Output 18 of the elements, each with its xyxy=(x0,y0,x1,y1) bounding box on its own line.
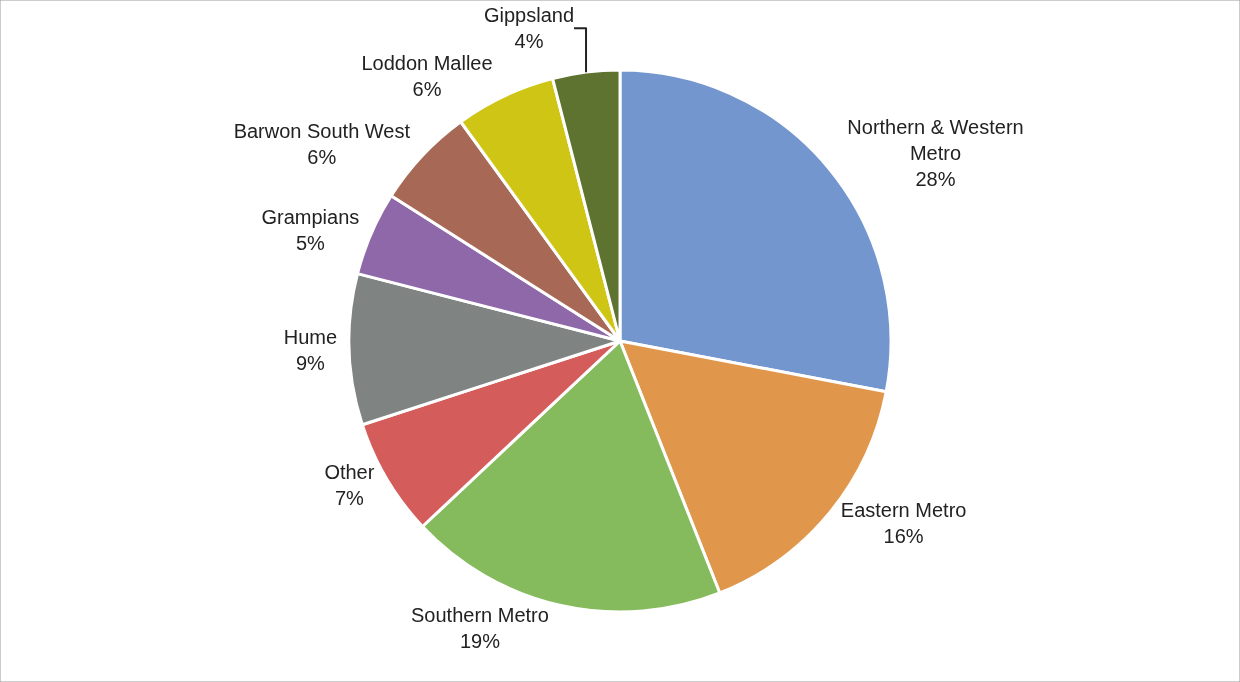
data-label: 19% xyxy=(459,630,501,653)
data-label: 28% xyxy=(915,168,956,191)
data-label: 4% xyxy=(514,30,544,53)
slice-label: Other xyxy=(324,461,375,484)
slice-label: Southern Metro xyxy=(411,604,549,627)
slice-label: Loddon Mallee xyxy=(361,52,493,75)
slice-label: Barwon South West xyxy=(233,120,411,143)
data-label: 9% xyxy=(296,351,326,374)
slice-label: Hume xyxy=(283,325,338,348)
data-label: 5% xyxy=(295,231,326,254)
slice-label: Northern & Western Metro xyxy=(847,116,1024,165)
data-label: 6% xyxy=(307,146,337,169)
slice-label: Gippsland xyxy=(483,4,575,27)
data-label: 16% xyxy=(883,525,924,548)
slice-label: Grampians xyxy=(261,205,360,228)
slice-label: Eastern Metro xyxy=(840,499,967,522)
data-label: 6% xyxy=(412,78,442,101)
data-label: 7% xyxy=(334,487,365,510)
